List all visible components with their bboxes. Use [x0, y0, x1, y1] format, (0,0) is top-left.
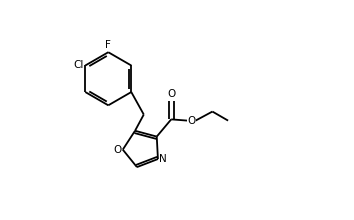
Text: O: O — [113, 145, 121, 155]
Text: O: O — [187, 116, 196, 126]
Text: F: F — [105, 40, 111, 50]
Text: Cl: Cl — [73, 61, 84, 70]
Text: O: O — [167, 89, 175, 99]
Text: N: N — [160, 154, 167, 164]
